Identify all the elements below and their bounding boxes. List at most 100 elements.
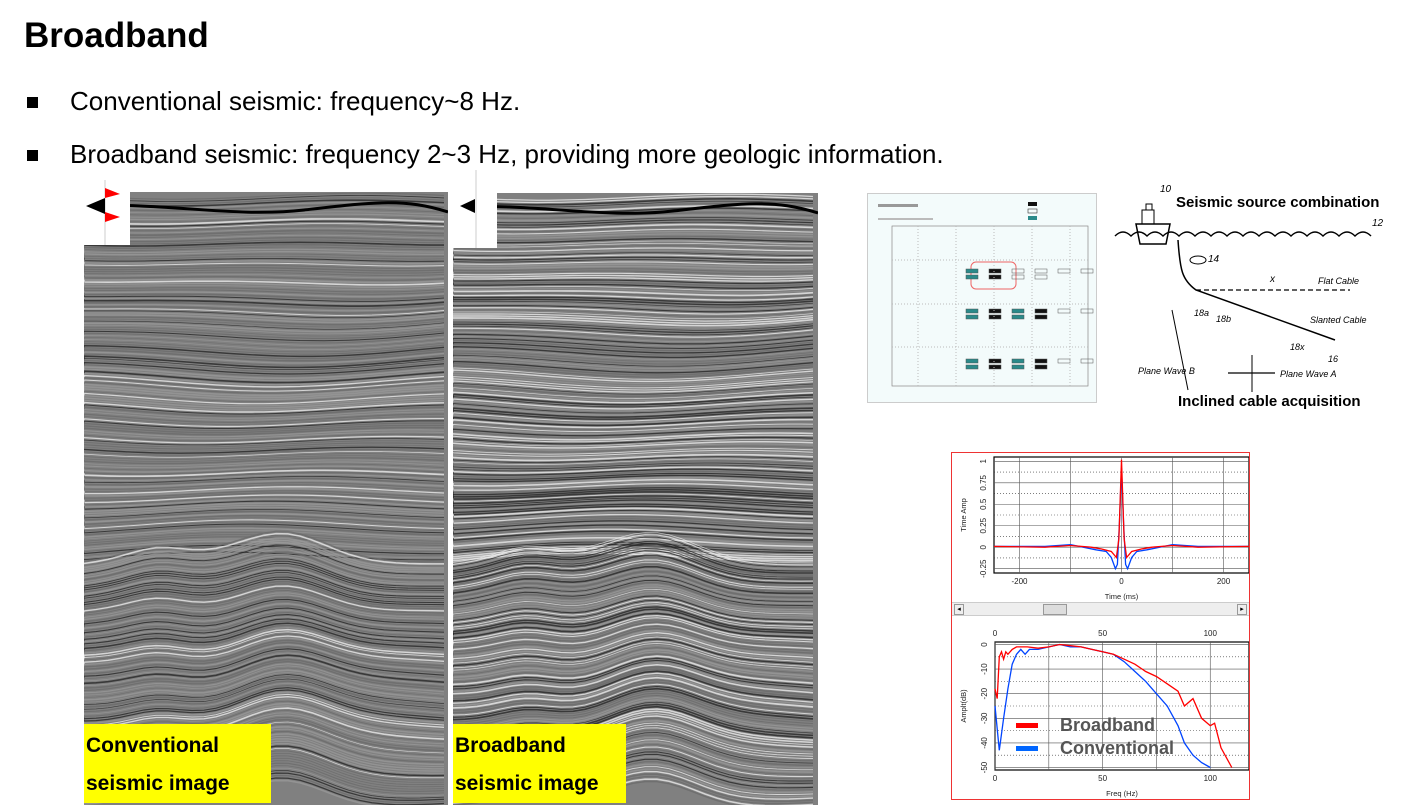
seismic-reflector bbox=[453, 610, 814, 640]
x-tick-label-top: 100 bbox=[1204, 629, 1218, 638]
diagram-label: 18a bbox=[1194, 308, 1209, 318]
air-gun-icon bbox=[988, 274, 1002, 280]
seismic-reflector bbox=[453, 356, 814, 369]
air-gun-icon bbox=[988, 358, 1002, 364]
seismic-reflector bbox=[84, 476, 445, 484]
seismic-reflector bbox=[453, 670, 814, 702]
seismic-reflector bbox=[453, 570, 813, 600]
scroll-left-arrow-icon[interactable]: ◂ bbox=[954, 604, 964, 615]
seismic-reflector bbox=[453, 653, 814, 684]
seismic-reflector bbox=[84, 418, 444, 428]
seismic-reflector bbox=[84, 444, 445, 452]
air-gun-icon bbox=[965, 308, 979, 314]
seismic-reflector bbox=[84, 583, 445, 612]
seismic-reflector bbox=[84, 635, 445, 665]
seismic-reflector bbox=[453, 280, 814, 287]
air-gun-icon bbox=[965, 364, 979, 370]
seismic-reflector bbox=[84, 404, 445, 415]
seismic-reflector bbox=[453, 193, 814, 201]
seismic-reflector bbox=[453, 384, 814, 398]
seismic-reflector bbox=[453, 563, 813, 593]
seismic-reflector bbox=[453, 321, 814, 331]
seismic-reflector bbox=[84, 347, 445, 360]
seismic-reflector bbox=[84, 496, 445, 506]
seismic-reflector bbox=[84, 308, 445, 316]
seismic-reflector bbox=[453, 634, 814, 664]
seismic-reflector bbox=[453, 538, 813, 570]
seismic-reflector bbox=[84, 270, 445, 276]
seismic-reflector bbox=[84, 306, 445, 314]
seismic-reflector bbox=[84, 223, 445, 229]
seismic-reflector bbox=[84, 624, 445, 654]
seismic-reflector bbox=[453, 668, 814, 700]
seismic-reflector bbox=[453, 432, 814, 441]
air-gun-icon bbox=[1011, 308, 1025, 314]
x-tick-label-top: 0 bbox=[993, 629, 998, 638]
seismic-reflector bbox=[453, 629, 814, 659]
seismic-reflector bbox=[453, 235, 814, 241]
seismic-reflector bbox=[453, 499, 814, 509]
seismic-reflector bbox=[84, 469, 445, 478]
seismic-reflector bbox=[453, 447, 814, 455]
seismic-reflector bbox=[453, 690, 814, 723]
seismic-reflector bbox=[453, 315, 814, 325]
seismic-reflector bbox=[453, 617, 814, 646]
seismic-reflector bbox=[84, 232, 445, 238]
broadband-seismic-image bbox=[453, 193, 818, 805]
seismic-reflector bbox=[84, 262, 445, 267]
seismic-reflector bbox=[84, 656, 445, 687]
seismic-reflector bbox=[84, 560, 444, 590]
air-gun-icon bbox=[965, 274, 979, 280]
seismic-reflector bbox=[84, 646, 445, 676]
seismic-reflector bbox=[84, 353, 445, 366]
seismic-reflector bbox=[84, 392, 445, 405]
seismic-reflector bbox=[84, 607, 445, 636]
y-axis-label: Time Amp bbox=[959, 498, 968, 531]
seismic-reflector bbox=[84, 502, 445, 513]
seismic-reflector bbox=[84, 494, 445, 504]
horizontal-scrollbar[interactable]: ◂ ▸ bbox=[952, 602, 1249, 616]
seismic-reflector bbox=[453, 507, 814, 518]
seismic-reflector bbox=[453, 405, 814, 416]
seismic-reflector bbox=[84, 544, 444, 575]
seismic-reflector bbox=[453, 481, 814, 489]
seismic-reflector bbox=[453, 367, 814, 380]
seismic-reflector bbox=[84, 286, 445, 293]
seismic-reflector bbox=[84, 527, 445, 538]
seismic-reflector bbox=[453, 588, 814, 618]
seismic-reflector bbox=[453, 217, 814, 224]
seismic-reflector bbox=[453, 694, 814, 728]
seismic-reflector bbox=[453, 278, 814, 285]
seismic-reflector bbox=[84, 492, 445, 501]
seismic-reflector bbox=[84, 395, 445, 407]
seismic-reflector bbox=[84, 498, 445, 508]
seismic-reflector bbox=[84, 227, 445, 234]
seismic-reflector bbox=[453, 526, 814, 537]
seismic-reflector bbox=[84, 687, 445, 720]
seismic-reflector bbox=[84, 385, 445, 399]
seismic-reflector bbox=[84, 691, 445, 724]
scroll-right-arrow-icon[interactable]: ▸ bbox=[1237, 604, 1247, 615]
seismic-reflector bbox=[453, 516, 814, 527]
label-line: Conventional bbox=[86, 734, 220, 757]
seismic-reflector bbox=[453, 643, 814, 673]
seismic-reflector bbox=[453, 223, 814, 231]
seismic-reflector bbox=[84, 477, 445, 486]
y-tick-label: -10 bbox=[980, 663, 989, 675]
seismic-reflector bbox=[84, 660, 445, 692]
scrollbar-thumb[interactable] bbox=[1043, 604, 1067, 615]
seismic-reflector bbox=[453, 300, 814, 308]
seismic-reflector bbox=[84, 650, 445, 680]
seismic-reflector bbox=[453, 230, 814, 237]
seismic-reflector bbox=[84, 239, 445, 245]
seismic-reflector bbox=[453, 214, 814, 222]
seismic-reflector bbox=[453, 505, 814, 516]
seismic-reflector bbox=[84, 301, 445, 310]
seismic-reflector bbox=[453, 581, 814, 611]
seismic-reflector bbox=[84, 332, 445, 344]
seismic-reflector bbox=[84, 197, 445, 205]
seismic-reflector bbox=[453, 256, 814, 261]
x-tick-label: 50 bbox=[1098, 774, 1107, 783]
seismic-reflector bbox=[453, 577, 814, 607]
seismic-reflector bbox=[84, 343, 445, 355]
